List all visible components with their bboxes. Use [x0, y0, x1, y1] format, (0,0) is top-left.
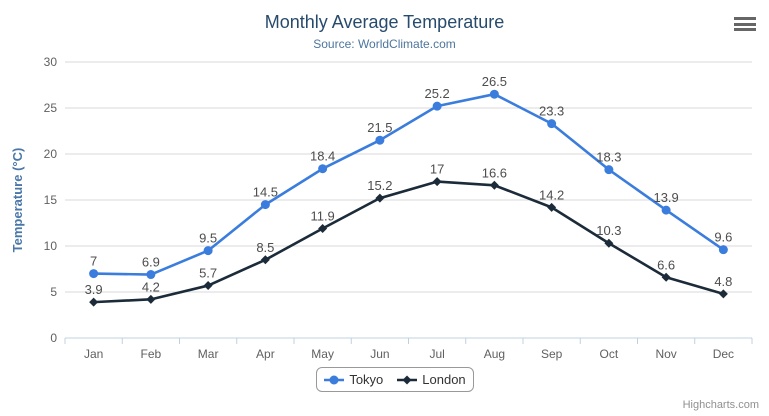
hamburger-icon	[734, 17, 756, 20]
x-axis-category-label: May	[311, 347, 334, 361]
x-axis-category-label: Sep	[541, 347, 563, 361]
y-axis-tick-label: 20	[44, 147, 58, 161]
tokyo-legend-marker-icon	[324, 375, 345, 384]
y-axis-title: Temperature (°C)	[10, 148, 25, 253]
tokyo-marker[interactable]	[547, 119, 557, 129]
london-marker[interactable]	[89, 297, 99, 307]
legend-label-london: London	[422, 372, 466, 387]
legend: Tokyo London	[316, 367, 474, 392]
tokyo-data-label: 13.9	[653, 190, 678, 205]
series-london: 3.9 4.2 5.7 8.5 11.9 15.2 17 16.6 14.2 10.3 6.6 4.8	[85, 162, 732, 307]
x-axis-category-label: Mar	[198, 347, 219, 361]
y-axis-tick-label: 10	[44, 239, 58, 253]
x-axis-category-label: Feb	[141, 347, 162, 361]
london-marker[interactable]	[318, 224, 328, 234]
london-data-label: 6.6	[657, 257, 675, 272]
tokyo-data-label: 9.5	[199, 231, 217, 246]
x-axis-category-label: Jul	[429, 347, 444, 361]
legend-label-tokyo: Tokyo	[349, 372, 384, 387]
london-marker[interactable]	[547, 202, 557, 212]
tokyo-marker[interactable]	[718, 245, 728, 255]
x-axis-category-label: Apr	[256, 347, 275, 361]
london-marker[interactable]	[604, 238, 614, 248]
tokyo-data-label: 7	[90, 254, 97, 269]
tokyo-marker[interactable]	[661, 205, 671, 215]
tokyo-marker[interactable]	[604, 165, 614, 175]
london-marker[interactable]	[203, 281, 213, 291]
x-axis-category-label: Nov	[655, 347, 676, 361]
tokyo-data-label: 14.5	[253, 185, 278, 200]
tokyo-marker[interactable]	[89, 269, 99, 279]
london-data-label: 14.2	[539, 187, 564, 202]
london-marker[interactable]	[661, 272, 671, 282]
london-data-label: 5.7	[199, 266, 217, 281]
london-marker[interactable]	[489, 180, 499, 190]
x-axis-category-label: Jun	[370, 347, 389, 361]
y-axis-tick-label: 0	[50, 331, 57, 345]
tokyo-marker[interactable]	[375, 135, 385, 145]
tokyo-data-label: 21.5	[367, 120, 392, 135]
chart-context-menu-button[interactable]	[734, 17, 756, 31]
tokyo-data-label: 9.6	[714, 230, 732, 245]
x-axis-category-label: Aug	[484, 347, 505, 361]
tokyo-marker[interactable]	[260, 200, 270, 210]
london-data-label: 10.3	[596, 223, 621, 238]
london-marker[interactable]	[375, 193, 385, 203]
legend-item-london[interactable]: London	[397, 372, 466, 387]
y-axis-tick-label: 30	[44, 55, 58, 69]
tokyo-data-label: 18.4	[310, 149, 335, 164]
tokyo-data-label: 6.9	[142, 255, 160, 270]
tokyo-marker[interactable]	[318, 164, 328, 174]
tokyo-marker[interactable]	[203, 246, 213, 256]
london-data-label: 11.9	[310, 209, 334, 224]
x-axis-category-label: Jan	[84, 347, 103, 361]
london-line[interactable]	[93, 180, 724, 304]
tokyo-data-label: 23.3	[539, 104, 564, 119]
chart-title: Monthly Average Temperature	[264, 12, 505, 32]
chart-subtitle: Source: WorldClimate.com	[313, 37, 456, 51]
tokyo-data-label: 26.5	[482, 74, 507, 89]
x-axis-category-label: Dec	[713, 347, 734, 361]
london-marker[interactable]	[260, 255, 270, 265]
london-data-label: 8.5	[256, 240, 274, 255]
series-tokyo: 7 6.9 9.5 14.5 18.4 21.5 25.2 26.5 23.3 18.3 13.9 9…	[89, 74, 732, 280]
credits-link[interactable]: Highcharts.com	[682, 399, 759, 411]
tokyo-marker[interactable]	[489, 89, 499, 99]
tokyo-marker[interactable]	[146, 270, 156, 280]
london-legend-marker-icon	[397, 375, 418, 384]
hamburger-icon	[734, 22, 756, 26]
tokyo-marker[interactable]	[432, 101, 442, 111]
london-data-label: 4.2	[142, 279, 160, 294]
legend-item-tokyo[interactable]: Tokyo	[324, 372, 383, 387]
london-data-label: 3.9	[85, 282, 103, 297]
london-marker[interactable]	[718, 289, 728, 299]
y-axis-tick-label: 5	[50, 285, 57, 299]
london-data-label: 4.8	[714, 274, 732, 289]
y-axis-tick-label: 15	[44, 193, 58, 207]
tokyo-line[interactable]	[93, 92, 725, 276]
london-data-label: 15.2	[367, 178, 392, 193]
tokyo-data-label: 25.2	[424, 86, 449, 101]
london-marker[interactable]	[432, 177, 442, 187]
hamburger-icon	[734, 28, 756, 31]
london-data-label: 16.6	[482, 165, 507, 180]
london-data-label: 17	[430, 162, 444, 177]
london-marker[interactable]	[146, 294, 156, 304]
x-axis-category-label: Oct	[600, 347, 619, 361]
tokyo-data-label: 18.3	[596, 150, 621, 165]
y-axis-tick-label: 25	[44, 101, 58, 115]
